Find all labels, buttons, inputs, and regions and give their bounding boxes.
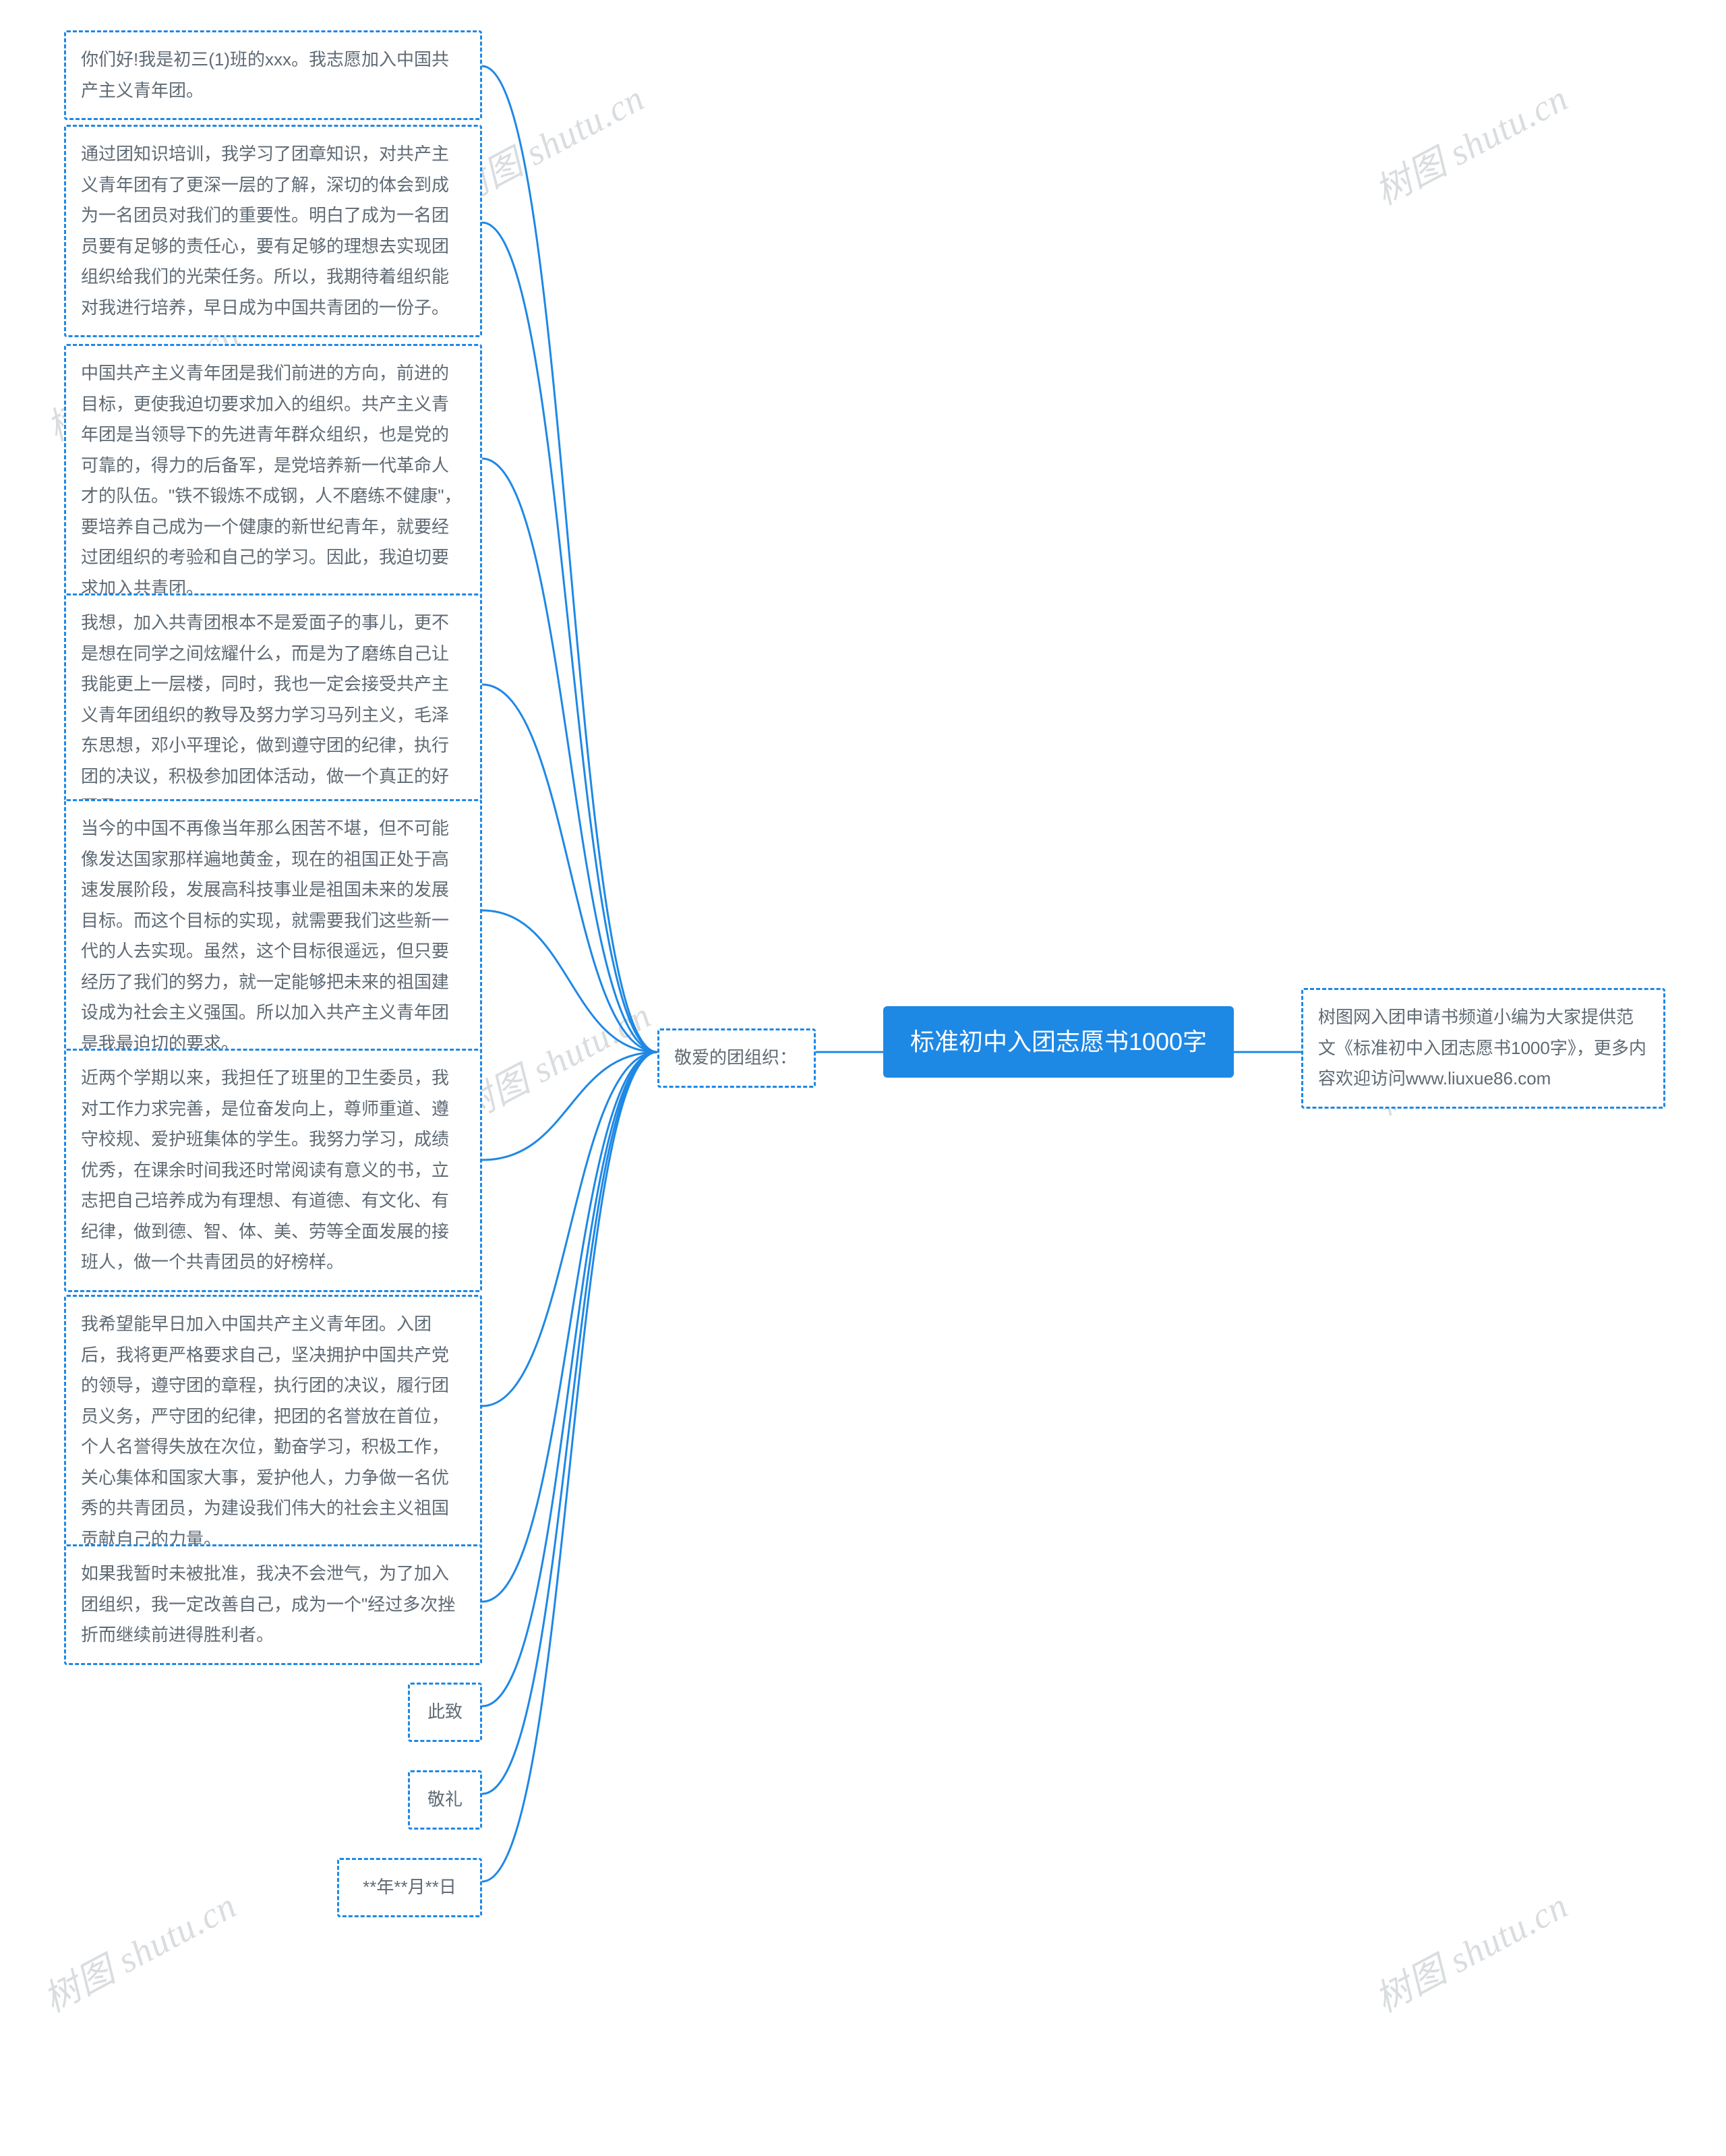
watermark: 树图 shutu.cn — [32, 1876, 244, 2022]
center-title-node: 标准初中入团志愿书1000字 — [883, 1006, 1234, 1078]
watermark: 树图 shutu.cn — [1364, 69, 1576, 215]
paragraph-node-8: 如果我暂时未被批准，我决不会泄气，为了加入团组织，我一定改善自己，成为一个"经过… — [64, 1544, 482, 1665]
paragraph-node-3: 中国共产主义青年团是我们前进的方向，前进的目标，更使我迫切要求加入的组织。共产主… — [64, 344, 482, 618]
salutation-node: 敬爱的团组织： — [657, 1028, 816, 1088]
right-intro-node: 树图网入团申请书频道小编为大家提供范文《标准初中入团志愿书1000字》，更多内容… — [1301, 988, 1665, 1109]
paragraph-node-2: 通过团知识培训，我学习了团章知识，对共产主义青年团有了更深一层的了解，深切的体会… — [64, 125, 482, 337]
watermark: 树图 shutu.cn — [1364, 1876, 1576, 2022]
closing-jingli-node: 敬礼 — [408, 1770, 482, 1830]
paragraph-node-7: 我希望能早日加入中国共产主义青年团。入团后，我将更严格要求自己，坚决拥护中国共产… — [64, 1295, 482, 1569]
closing-cizhi-node: 此致 — [408, 1683, 482, 1742]
date-node: **年**月**日 — [337, 1858, 482, 1917]
paragraph-node-5: 当今的中国不再像当年那么困苦不堪，但不可能像发达国家那样遍地黄金，现在的祖国正处… — [64, 799, 482, 1073]
paragraph-node-1: 你们好!我是初三(1)班的xxx。我志愿加入中国共产主义青年团。 — [64, 30, 482, 120]
paragraph-node-6: 近两个学期以来，我担任了班里的卫生委员，我对工作力求完善，是位奋发向上，尊师重道… — [64, 1049, 482, 1292]
